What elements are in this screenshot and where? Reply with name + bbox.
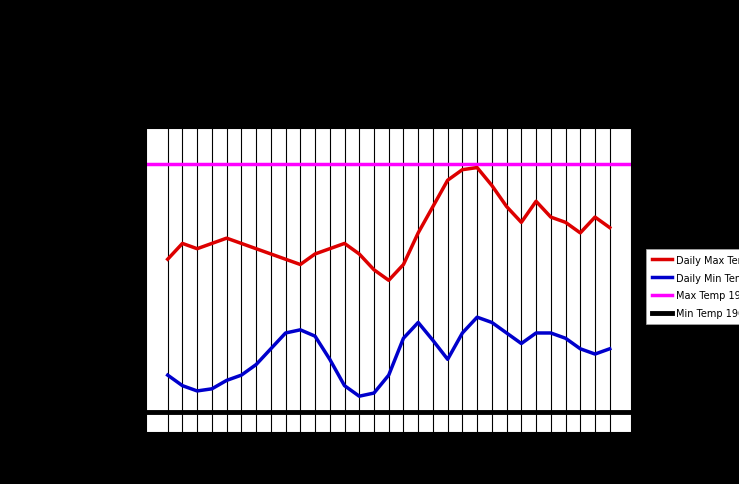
Legend: Daily Max Temp, Daily Min Temp, Max Temp 1960-90, Min Temp 1960-90: Daily Max Temp, Daily Min Temp, Max Temp… (647, 249, 739, 324)
